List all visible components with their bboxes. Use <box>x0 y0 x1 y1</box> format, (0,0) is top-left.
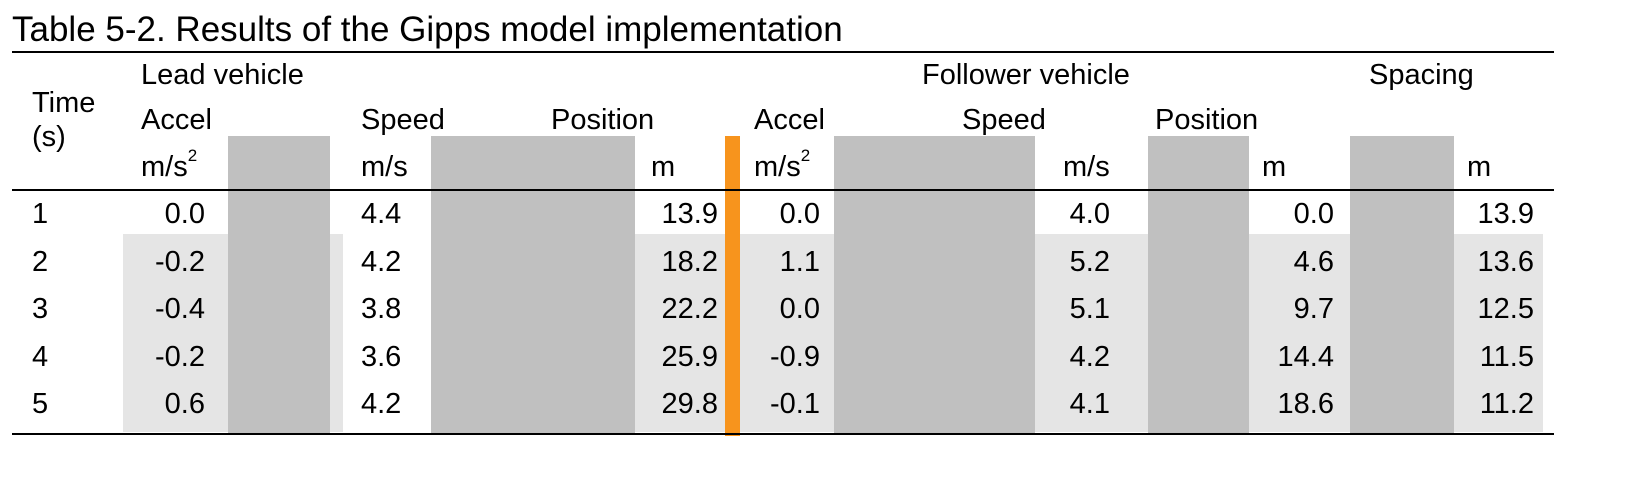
header-follower-vehicle: Follower vehicle <box>922 59 1130 91</box>
cell-lead-position: 18.2 <box>661 245 718 278</box>
cell-lead-speed: 4.2 <box>361 388 402 420</box>
cell-lead-accel: 0.6 <box>164 388 205 420</box>
rule-top <box>12 51 1554 53</box>
cell-time: 1 <box>32 198 49 230</box>
cell-lead-position: 25.9 <box>661 340 718 373</box>
cell-lead-speed: 4.4 <box>361 198 402 230</box>
header-lead-speed: Speed <box>361 104 445 136</box>
lead-speed-column-background <box>343 234 431 432</box>
gray-block-2 <box>431 136 635 434</box>
unit-follower-accel: m/s2 <box>754 146 811 183</box>
header-spacing: Spacing <box>1369 59 1474 91</box>
cell-lead-accel: -0.2 <box>155 245 205 278</box>
header-time-2: (s) <box>32 121 66 153</box>
header-lead-accel: Accel <box>141 104 212 136</box>
header-time-1: Time <box>32 87 96 119</box>
cell-follower-accel: 0.0 <box>779 293 820 325</box>
rule-bottom <box>12 433 1554 435</box>
header-lead-vehicle: Lead vehicle <box>141 59 304 91</box>
cell-follower-position: 4.6 <box>1293 245 1334 278</box>
unit-follower-position: m <box>1262 151 1287 183</box>
cell-time: 5 <box>32 388 49 420</box>
cell-spacing: 11.2 <box>1479 388 1534 420</box>
unit-lead-speed: m/s <box>361 151 408 183</box>
cell-spacing: 11.5 <box>1479 340 1534 373</box>
gray-block-5 <box>1350 136 1454 434</box>
cell-time: 4 <box>32 340 49 373</box>
cell-lead-position: 29.8 <box>661 388 718 420</box>
follower-speed-column-background <box>1035 234 1147 432</box>
cell-lead-speed: 3.6 <box>361 340 402 373</box>
header-follower-accel: Accel <box>754 104 825 136</box>
header-lead-position: Position <box>551 104 655 136</box>
cell-follower-speed: 5.1 <box>1069 293 1110 325</box>
cell-lead-position: 13.9 <box>661 198 718 230</box>
cell-time: 3 <box>32 293 49 325</box>
cell-lead-accel: -0.2 <box>155 340 205 373</box>
cell-follower-position: 14.4 <box>1277 340 1334 373</box>
cell-follower-position: 18.6 <box>1277 388 1334 420</box>
orange-divider <box>725 136 740 436</box>
cell-follower-accel: -0.9 <box>770 340 820 373</box>
unit-lead-position: m <box>651 151 676 183</box>
gray-block-3 <box>834 136 1035 434</box>
header-follower-position: Position <box>1155 104 1259 136</box>
cell-follower-speed: 4.0 <box>1069 198 1110 230</box>
gray-block-4 <box>1148 136 1249 434</box>
cell-time: 2 <box>32 245 49 278</box>
cell-spacing: 13.9 <box>1477 198 1534 230</box>
unit-spacing: m <box>1467 151 1492 183</box>
cell-lead-speed: 3.8 <box>361 293 402 325</box>
cell-follower-speed: 4.2 <box>1069 340 1110 373</box>
unit-lead-accel: m/s2 <box>141 146 198 183</box>
cell-follower-speed: 4.1 <box>1069 388 1110 420</box>
cell-lead-speed: 4.2 <box>361 245 402 278</box>
rule-header <box>12 189 1554 191</box>
gray-block-1 <box>228 136 330 434</box>
cell-spacing: 13.6 <box>1477 245 1534 278</box>
cell-lead-accel: 0.0 <box>164 198 205 230</box>
cell-lead-position: 22.2 <box>661 293 718 325</box>
cell-follower-position: 9.7 <box>1293 293 1334 325</box>
cell-follower-accel: -0.1 <box>770 388 820 420</box>
cell-follower-accel: 1.1 <box>779 245 820 278</box>
cell-follower-speed: 5.2 <box>1069 245 1110 278</box>
cell-lead-accel: -0.4 <box>155 293 205 325</box>
cell-follower-position: 0.0 <box>1293 198 1334 230</box>
cell-follower-accel: 0.0 <box>779 198 820 230</box>
table-caption: Table 5-2. Results of the Gipps model im… <box>12 10 843 49</box>
unit-follower-speed: m/s <box>1063 151 1110 183</box>
header-follower-speed: Speed <box>962 104 1046 136</box>
cell-spacing: 12.5 <box>1477 293 1534 325</box>
